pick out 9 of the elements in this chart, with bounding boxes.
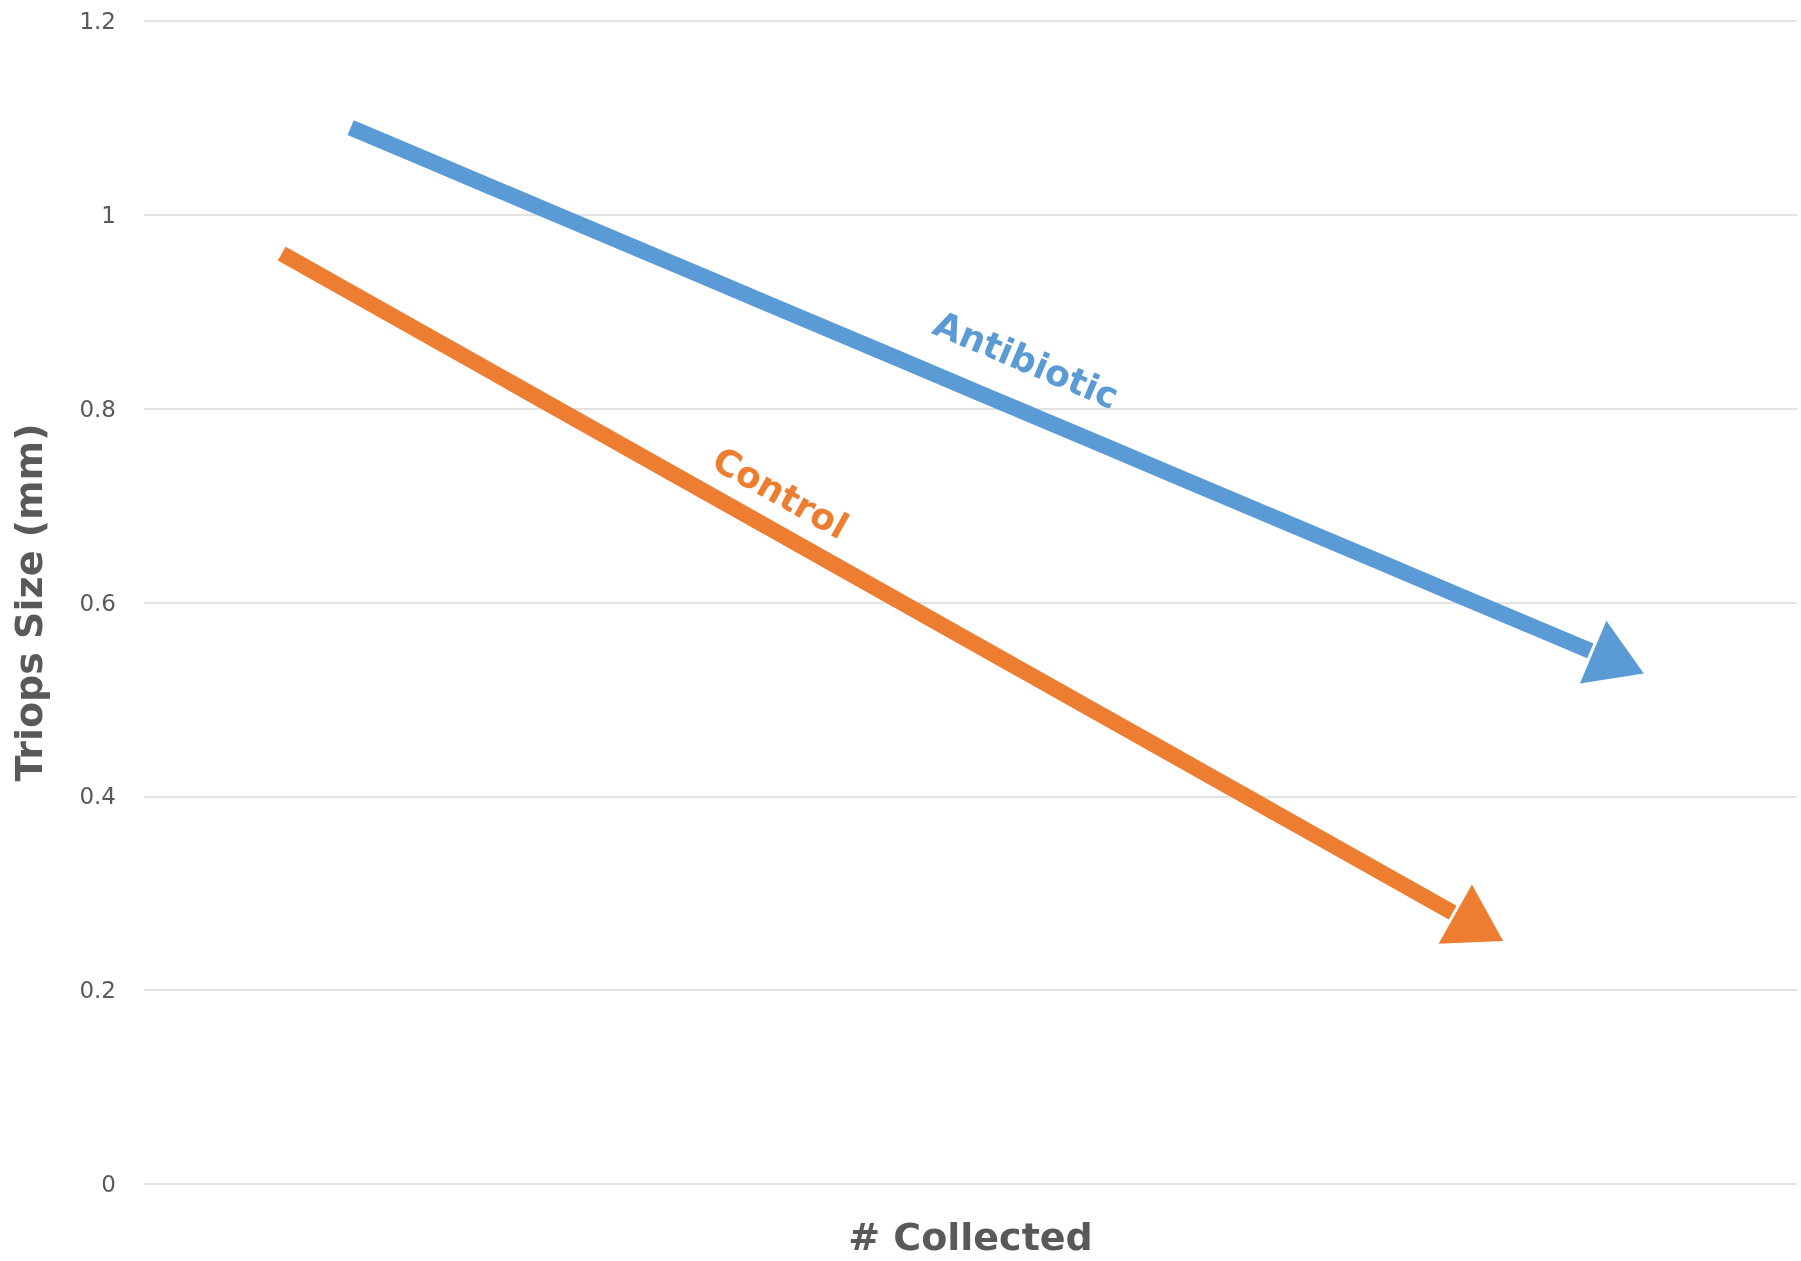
y-tick-label: 0.8 <box>79 395 116 422</box>
y-tick-label: 0.4 <box>79 783 116 810</box>
y-axis-title: Triops Size (mm) <box>7 423 51 782</box>
y-tick-label: 0 <box>101 1171 116 1197</box>
y-tick-label: 0.2 <box>79 977 116 1004</box>
x-axis-title: # Collected <box>848 1215 1093 1259</box>
y-tick-label: 1.2 <box>79 8 116 34</box>
y-tick-label: 1 <box>101 201 116 228</box>
y-tick-label: 0.6 <box>79 589 116 616</box>
